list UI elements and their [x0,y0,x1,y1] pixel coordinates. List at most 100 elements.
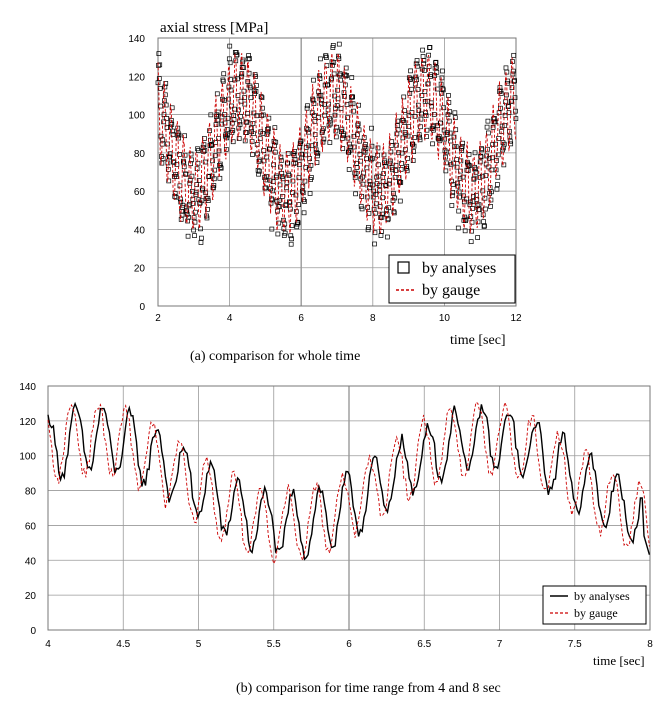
data-point [481,224,487,229]
legend-label-analyses: by analyses [574,589,630,603]
data-point [360,170,366,176]
data-point [382,163,388,169]
data-point [470,194,476,199]
data-point [326,101,331,107]
data-point [165,160,171,166]
data-point [164,125,170,130]
data-point [185,233,191,239]
data-point [242,101,248,107]
data-point [369,125,374,131]
y-tick-label: 20 [134,264,146,275]
data-point [257,168,262,174]
data-point [287,200,293,205]
data-point [163,102,169,108]
data-point [159,160,165,166]
data-point [245,79,251,84]
data-point [460,140,465,146]
data-point [198,226,203,232]
data-point [499,123,505,129]
data-point [276,198,282,203]
data-point [377,204,383,209]
data-point [253,74,258,79]
data-point [340,146,346,151]
data-point [418,124,423,130]
data-point [231,117,237,123]
data-point [483,206,488,212]
data-point [318,56,323,62]
data-point [176,135,181,141]
y-tick-label: 100 [19,452,36,463]
data-point [200,187,206,193]
data-point [307,156,312,161]
data-point [496,136,502,141]
legend-a: by analyses by gauge [388,254,516,304]
data-point [322,112,328,118]
data-point [455,225,461,231]
data-point [498,88,504,94]
data-point [503,99,508,105]
data-point [190,201,196,206]
data-point [167,154,172,160]
data-point [373,191,379,197]
data-point [263,173,269,179]
x-axis-title: time [sec] [450,333,506,348]
data-point [187,180,193,186]
data-point [412,81,418,87]
data-point [327,140,333,145]
data-point [337,71,343,77]
data-point [292,157,298,162]
data-point [410,158,416,163]
data-point [156,76,162,81]
data-point [329,76,334,81]
data-point [372,241,377,247]
data-point [385,216,391,222]
data-point [473,169,479,175]
data-point [212,153,218,159]
data-point [457,176,463,181]
data-point [216,136,221,141]
data-point [497,85,503,90]
data-point [293,192,299,198]
data-point [269,226,275,232]
legend-label-gauge: by gauge [422,282,480,299]
data-point [162,92,168,98]
data-point [318,97,324,103]
data-point [358,203,364,209]
data-point [412,113,418,119]
data-point [156,51,162,56]
data-point [449,193,455,199]
data-point [227,60,233,66]
data-point [313,141,319,147]
data-point [295,219,300,225]
data-point [182,133,187,139]
data-point [298,138,304,144]
data-point [245,56,251,62]
data-point [213,122,219,128]
data-point [356,102,361,108]
x-tick-label: 5.5 [267,639,281,650]
data-point [405,155,410,161]
data-point [479,147,485,153]
data-point [288,241,294,247]
data-point [474,197,480,202]
legend-marker-analyses [397,261,410,274]
data-point [259,95,265,101]
legend-label-analyses: by analyses [422,260,496,277]
data-point [372,230,378,236]
data-point [274,173,279,179]
data-point [255,151,261,157]
data-point [509,85,515,90]
y-tick-label: 40 [134,225,146,236]
data-point [220,78,226,84]
data-point [477,174,483,180]
data-point [266,115,272,121]
data-point [347,147,353,153]
data-point [303,152,308,158]
data-point [458,158,464,164]
data-point [192,219,198,225]
data-point [447,130,453,136]
data-point [227,43,233,49]
data-point [301,210,307,216]
data-point [328,117,334,123]
data-point [304,105,310,111]
